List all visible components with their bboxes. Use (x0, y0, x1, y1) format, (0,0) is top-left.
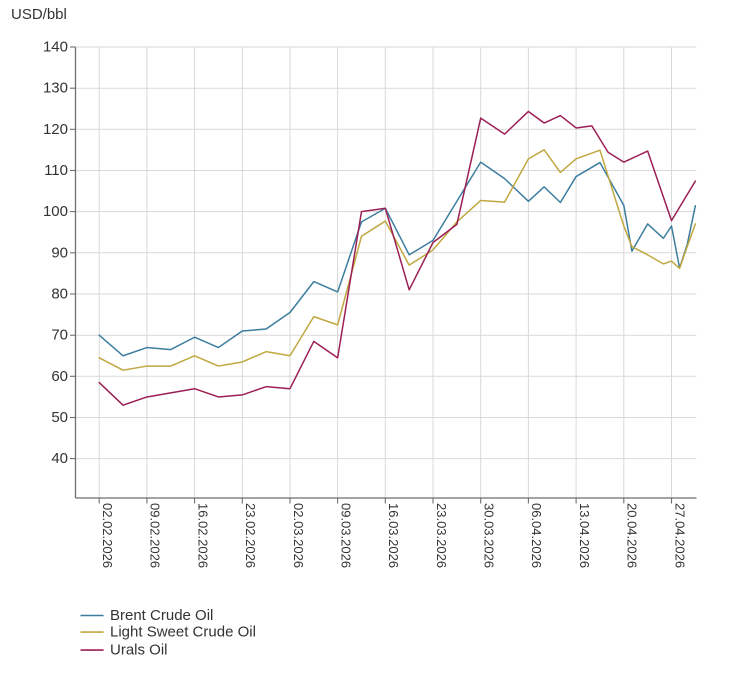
svg-text:09.03.2026: 09.03.2026 (338, 503, 353, 568)
svg-text:130: 130 (43, 80, 68, 97)
svg-text:02.03.2026: 02.03.2026 (291, 503, 306, 568)
svg-text:Brent Crude Oil: Brent Crude Oil (110, 607, 213, 624)
svg-text:140: 140 (43, 39, 68, 56)
svg-text:60: 60 (51, 368, 68, 385)
svg-text:20.04.2026: 20.04.2026 (625, 503, 640, 568)
svg-text:100: 100 (43, 203, 68, 220)
svg-text:110: 110 (44, 162, 68, 179)
svg-text:120: 120 (43, 121, 68, 138)
svg-text:02.02.2026: 02.02.2026 (100, 503, 115, 568)
svg-text:50: 50 (51, 409, 68, 426)
svg-text:16.03.2026: 16.03.2026 (386, 503, 401, 568)
svg-text:23.02.2026: 23.02.2026 (243, 503, 258, 568)
svg-text:80: 80 (51, 286, 68, 303)
svg-text:USD/bbl: USD/bbl (11, 6, 67, 23)
svg-text:27.04.2026: 27.04.2026 (672, 503, 687, 568)
svg-text:30.03.2026: 30.03.2026 (482, 503, 497, 568)
svg-text:Light Sweet Crude Oil: Light Sweet Crude Oil (110, 624, 256, 641)
svg-text:16.02.2026: 16.02.2026 (195, 503, 210, 568)
svg-text:Urals Oil: Urals Oil (110, 642, 168, 659)
svg-text:23.03.2026: 23.03.2026 (434, 503, 449, 568)
svg-text:70: 70 (51, 327, 68, 344)
svg-text:06.04.2026: 06.04.2026 (529, 503, 544, 568)
svg-text:09.02.2026: 09.02.2026 (148, 503, 163, 568)
svg-text:90: 90 (51, 244, 68, 261)
svg-text:40: 40 (51, 450, 68, 467)
svg-text:13.04.2026: 13.04.2026 (577, 503, 592, 568)
